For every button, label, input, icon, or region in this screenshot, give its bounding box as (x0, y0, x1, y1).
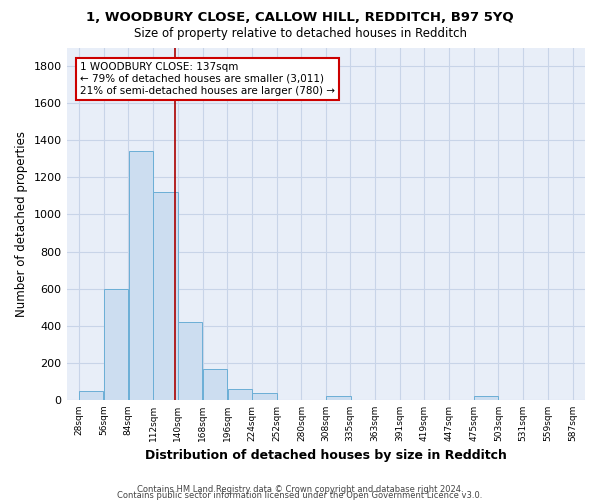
Bar (203, 370, 227, 400)
Bar (79, 390, 103, 400)
Text: Contains HM Land Registry data © Crown copyright and database right 2024.: Contains HM Land Registry data © Crown c… (137, 485, 463, 494)
X-axis label: Distribution of detached houses by size in Redditch: Distribution of detached houses by size … (145, 450, 507, 462)
Bar (474, 396, 498, 400)
Bar (227, 389, 252, 400)
Bar (178, 322, 202, 400)
Text: Size of property relative to detached houses in Redditch: Size of property relative to detached ho… (133, 28, 467, 40)
Bar (252, 394, 277, 400)
Text: 1, WOODBURY CLOSE, CALLOW HILL, REDDITCH, B97 5YQ: 1, WOODBURY CLOSE, CALLOW HILL, REDDITCH… (86, 11, 514, 24)
Bar (128, 152, 153, 400)
Bar (326, 396, 351, 400)
Bar (154, 192, 178, 400)
Text: Contains public sector information licensed under the Open Government Licence v3: Contains public sector information licen… (118, 491, 482, 500)
Bar (104, 288, 128, 400)
Y-axis label: Number of detached properties: Number of detached properties (15, 130, 28, 316)
Text: 1 WOODBURY CLOSE: 137sqm
← 79% of detached houses are smaller (3,011)
21% of sem: 1 WOODBURY CLOSE: 137sqm ← 79% of detach… (80, 62, 335, 96)
